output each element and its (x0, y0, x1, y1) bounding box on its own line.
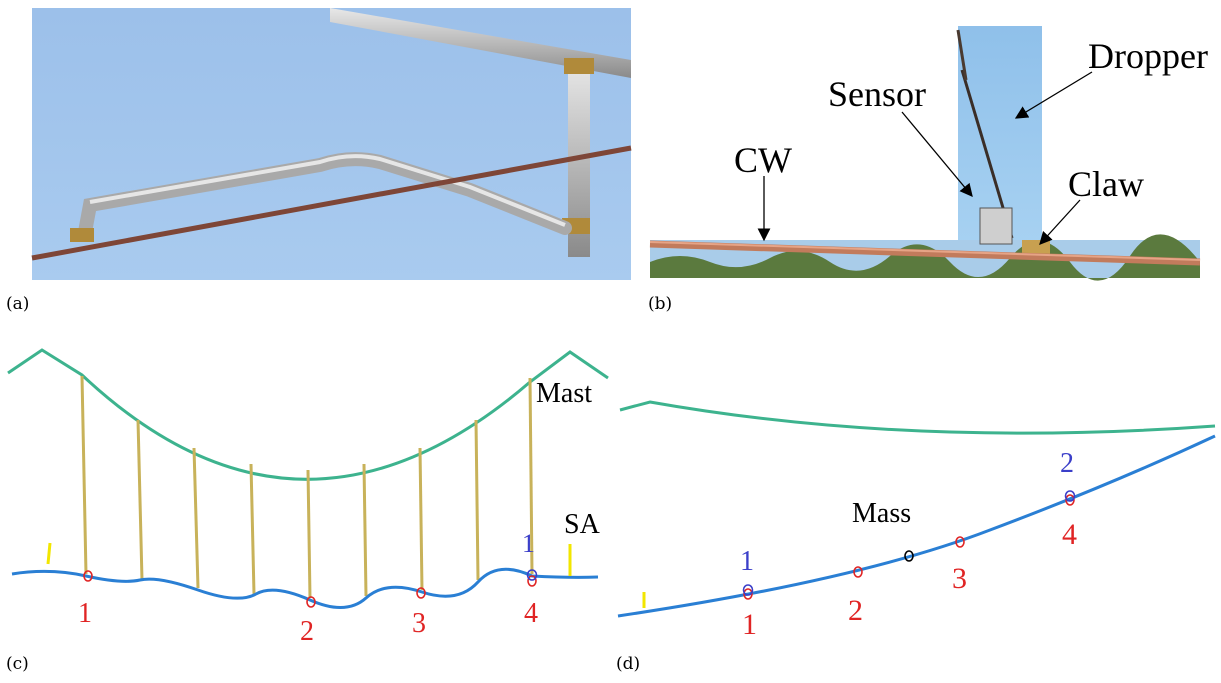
blue-point-label-1: 1 (522, 529, 535, 558)
top-clamp (564, 58, 594, 74)
caption-c: (c) (6, 654, 29, 674)
sensor-box (979, 207, 1013, 245)
messenger-wire (7, 348, 609, 481)
red-point-label-4-zoom: 4 (1062, 518, 1077, 551)
label-sensor: Sensor (828, 74, 926, 114)
contact-wire-zoom (617, 434, 1216, 618)
steady-arm-left (46, 542, 52, 565)
messenger-wire-zoom (619, 400, 1216, 435)
arm-highlight (89, 154, 566, 227)
panel-a: (a) (0, 0, 640, 320)
label-cw: CW (734, 140, 792, 180)
red-point-label-1-zoom: 1 (742, 608, 757, 641)
panel-a-photo (31, 8, 632, 280)
contact-wire-photo (31, 145, 632, 261)
label-mass: Mass (852, 498, 911, 529)
blue-marker-1 (526, 569, 538, 581)
panel-c-diagram: Mast SA 1 2 3 4 1 (7, 348, 609, 647)
caption-b: (b) (648, 294, 673, 314)
red-point-label-3-zoom: 3 (952, 562, 967, 595)
label-mast: Mast (536, 378, 592, 409)
red-point-label-1: 1 (78, 598, 92, 629)
panel-d-diagram: Mass 1 2 1 2 3 4 (617, 400, 1216, 641)
mass-marker (904, 550, 914, 562)
dropper-arrow (1014, 71, 1093, 119)
red-point-label-2: 2 (300, 616, 314, 647)
panel-d: Mass 1 2 1 2 3 4 (d) (610, 330, 1221, 679)
label-claw: Claw (1068, 164, 1144, 204)
blue-markers-zoom (742, 490, 1076, 596)
contact-wire (11, 567, 599, 609)
sensor-arrow (901, 111, 973, 197)
red-point-label-2-zoom: 2 (848, 594, 863, 627)
droppers (80, 375, 534, 599)
panel-c: Mast SA 1 2 3 4 1 (c) (0, 330, 610, 679)
caption-d: (d) (616, 654, 641, 674)
label-dropper: Dropper (1088, 36, 1208, 76)
panel-b: Dropper Sensor CW Claw (b) (640, 0, 1221, 320)
top-pipe (330, 8, 631, 78)
red-point-label-4: 4 (524, 598, 538, 629)
cw-wire-highlight (649, 241, 1201, 261)
blue-point-label-1-zoom: 1 (740, 546, 754, 577)
blue-point-label-2-zoom: 2 (1060, 448, 1074, 479)
red-markers (83, 570, 537, 608)
caption-a: (a) (6, 294, 30, 314)
red-markers-zoom (743, 494, 1075, 600)
cw-wire (649, 240, 1201, 266)
label-sa: SA (564, 509, 601, 540)
panel-b-photo: Dropper Sensor CW Claw (649, 26, 1208, 281)
registration-arm (78, 152, 572, 239)
dropper-upper (956, 29, 968, 81)
claw-arrow (1039, 199, 1081, 245)
trees (650, 234, 1200, 281)
arm-clamp (70, 228, 94, 242)
red-point-label-3: 3 (412, 608, 426, 639)
